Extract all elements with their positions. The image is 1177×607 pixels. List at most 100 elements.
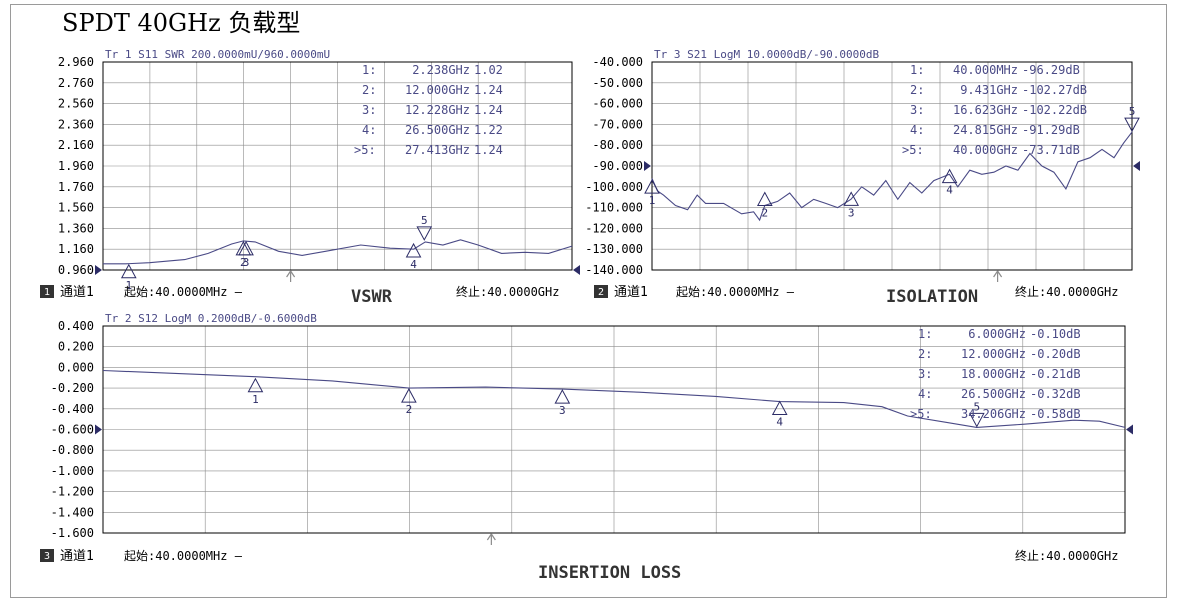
marker-5: 5	[968, 400, 985, 428]
marker-readout-row: >5: 34.206GHz -0.58dB	[910, 407, 1081, 421]
marker-readout-index: 1:	[362, 63, 376, 77]
marker-number: 5	[421, 214, 428, 227]
y-tick-label: -0.800	[51, 443, 94, 457]
marker-number: 4	[410, 258, 417, 271]
marker-readout-value: 1.22	[474, 123, 503, 137]
marker-readout-frequency: 34.206GHz	[961, 407, 1026, 421]
marker-readout-value: -102.22dB	[1022, 103, 1087, 117]
marker-readout-frequency: 26.500GHz	[961, 387, 1026, 401]
y-tick-label: 1.760	[58, 180, 94, 194]
marker-triangle	[405, 242, 422, 258]
marker-readout-value: -0.10dB	[1030, 327, 1081, 341]
marker-readout-index: 2:	[910, 83, 924, 97]
marker-3: 3	[554, 389, 571, 417]
trace-label: Tr 1 S11 SWR 200.0000mU/960.0000mU	[105, 48, 330, 61]
marker-triangle	[756, 191, 773, 207]
marker-readout-index: 3:	[910, 103, 924, 117]
marker-number: 1	[649, 194, 656, 207]
marker-triangle	[554, 389, 571, 404]
y-tick-label: 2.560	[58, 97, 94, 111]
marker-readout-row: 1: 40.000MHz -96.29dB	[910, 63, 1080, 77]
reference-arrow-right	[573, 265, 580, 275]
y-tick-label: -70.000	[592, 117, 643, 131]
y-tick-label: 1.360	[58, 221, 94, 235]
marker-triangle	[401, 388, 417, 403]
y-tick-label: 2.960	[58, 55, 94, 69]
y-tick-label: -0.600	[51, 423, 94, 437]
marker-readout-index: 3:	[362, 103, 376, 117]
y-tick-label: -1.000	[51, 464, 94, 478]
marker-readout-row: 3: 12.228GHz 1.24	[362, 103, 503, 117]
marker-triangle	[235, 240, 252, 256]
marker-readout-index: 4:	[362, 123, 376, 137]
marker-number: 2	[761, 207, 768, 220]
marker-readout-value: 1.24	[474, 143, 503, 157]
marker-4: 4	[771, 400, 788, 429]
marker-readout-frequency: 12.000GHz	[405, 83, 470, 97]
marker-number: 4	[776, 416, 783, 429]
trace-label: Tr 2 S12 LogM 0.2000dB/-0.6000dB	[105, 312, 317, 325]
y-tick-label: -40.000	[592, 55, 643, 69]
stimulus-arrow	[486, 532, 496, 545]
series-trace	[651, 131, 1133, 222]
marker-triangle	[644, 179, 660, 194]
y-tick-label: 1.160	[58, 242, 94, 256]
y-tick-label: -60.000	[592, 97, 643, 111]
marker-readout-row: 1: 6.000GHz -0.10dB	[918, 327, 1081, 341]
marker-readout-frequency: 12.228GHz	[405, 103, 470, 117]
y-tick-label: -1.400	[51, 505, 94, 519]
channel-badge	[594, 285, 608, 298]
plot-area-border	[651, 61, 1133, 271]
figure-frame	[10, 4, 1167, 598]
marker-1: 1	[120, 263, 137, 292]
marker-2: 2	[401, 388, 417, 416]
marker-readout-row: 4: 26.500GHz -0.32dB	[918, 387, 1081, 401]
y-tick-label: 2.760	[58, 76, 94, 90]
marker-readout-row: >5: 40.000GHz -73.71dB	[902, 143, 1080, 157]
start-frequency: 起始:40.0000MHz —	[676, 285, 795, 299]
marker-readout-value: -0.21dB	[1030, 367, 1081, 381]
marker-readout-index: 3:	[918, 367, 932, 381]
marker-readout-value: 1.02	[474, 63, 503, 77]
marker-readout-row: 2: 12.000GHz 1.24	[362, 83, 503, 97]
y-tick-label: -1.200	[51, 485, 94, 499]
marker-readout-frequency: 16.623GHz	[953, 103, 1018, 117]
start-frequency: 起始:40.0000MHz —	[124, 285, 243, 299]
marker-number: 5	[1129, 105, 1136, 118]
reference-arrow-left	[644, 161, 651, 171]
marker-1: 1	[247, 377, 264, 406]
marker-triangle	[1124, 117, 1140, 133]
y-tick-label: -120.000	[585, 221, 643, 235]
marker-readout-row: 2: 12.000GHz -0.20dB	[918, 347, 1081, 361]
marker-triangle	[968, 412, 985, 428]
y-tick-label: -100.000	[585, 180, 643, 194]
marker-5: 5	[1124, 105, 1140, 133]
y-tick-label: 2.360	[58, 117, 94, 131]
marker-readout-row: 4: 26.500GHz 1.22	[362, 123, 503, 137]
marker-readout-frequency: 2.238GHz	[412, 63, 470, 77]
channel-label: 通道1	[614, 285, 648, 300]
marker-readout-frequency: 26.500GHz	[405, 123, 470, 137]
y-tick-label: 0.200	[58, 340, 94, 354]
marker-number: 2	[406, 403, 413, 416]
y-tick-label: -110.000	[585, 201, 643, 215]
channel-badge	[40, 285, 54, 298]
marker-4: 4	[941, 168, 958, 197]
reference-arrow-right	[1126, 424, 1133, 435]
plot-area-border	[102, 61, 573, 271]
marker-3: 3	[238, 240, 254, 269]
marker-readout-frequency: 18.000GHz	[961, 367, 1026, 381]
stop-frequency: 终止:40.0000GHz	[456, 284, 559, 299]
marker-readout-value: -96.29dB	[1022, 63, 1080, 77]
marker-readout-value: -73.71dB	[1022, 143, 1080, 157]
marker-2: 2	[756, 191, 773, 220]
start-frequency: 起始:40.0000MHz —	[124, 549, 243, 563]
marker-triangle	[247, 377, 264, 393]
marker-number: 1	[252, 393, 259, 406]
marker-readout-row: 4: 24.815GHz -91.29dB	[910, 123, 1080, 137]
marker-triangle	[120, 263, 137, 279]
marker-readout-index: >5:	[910, 407, 932, 421]
marker-triangle	[843, 191, 860, 206]
stimulus-arrow	[286, 269, 296, 282]
